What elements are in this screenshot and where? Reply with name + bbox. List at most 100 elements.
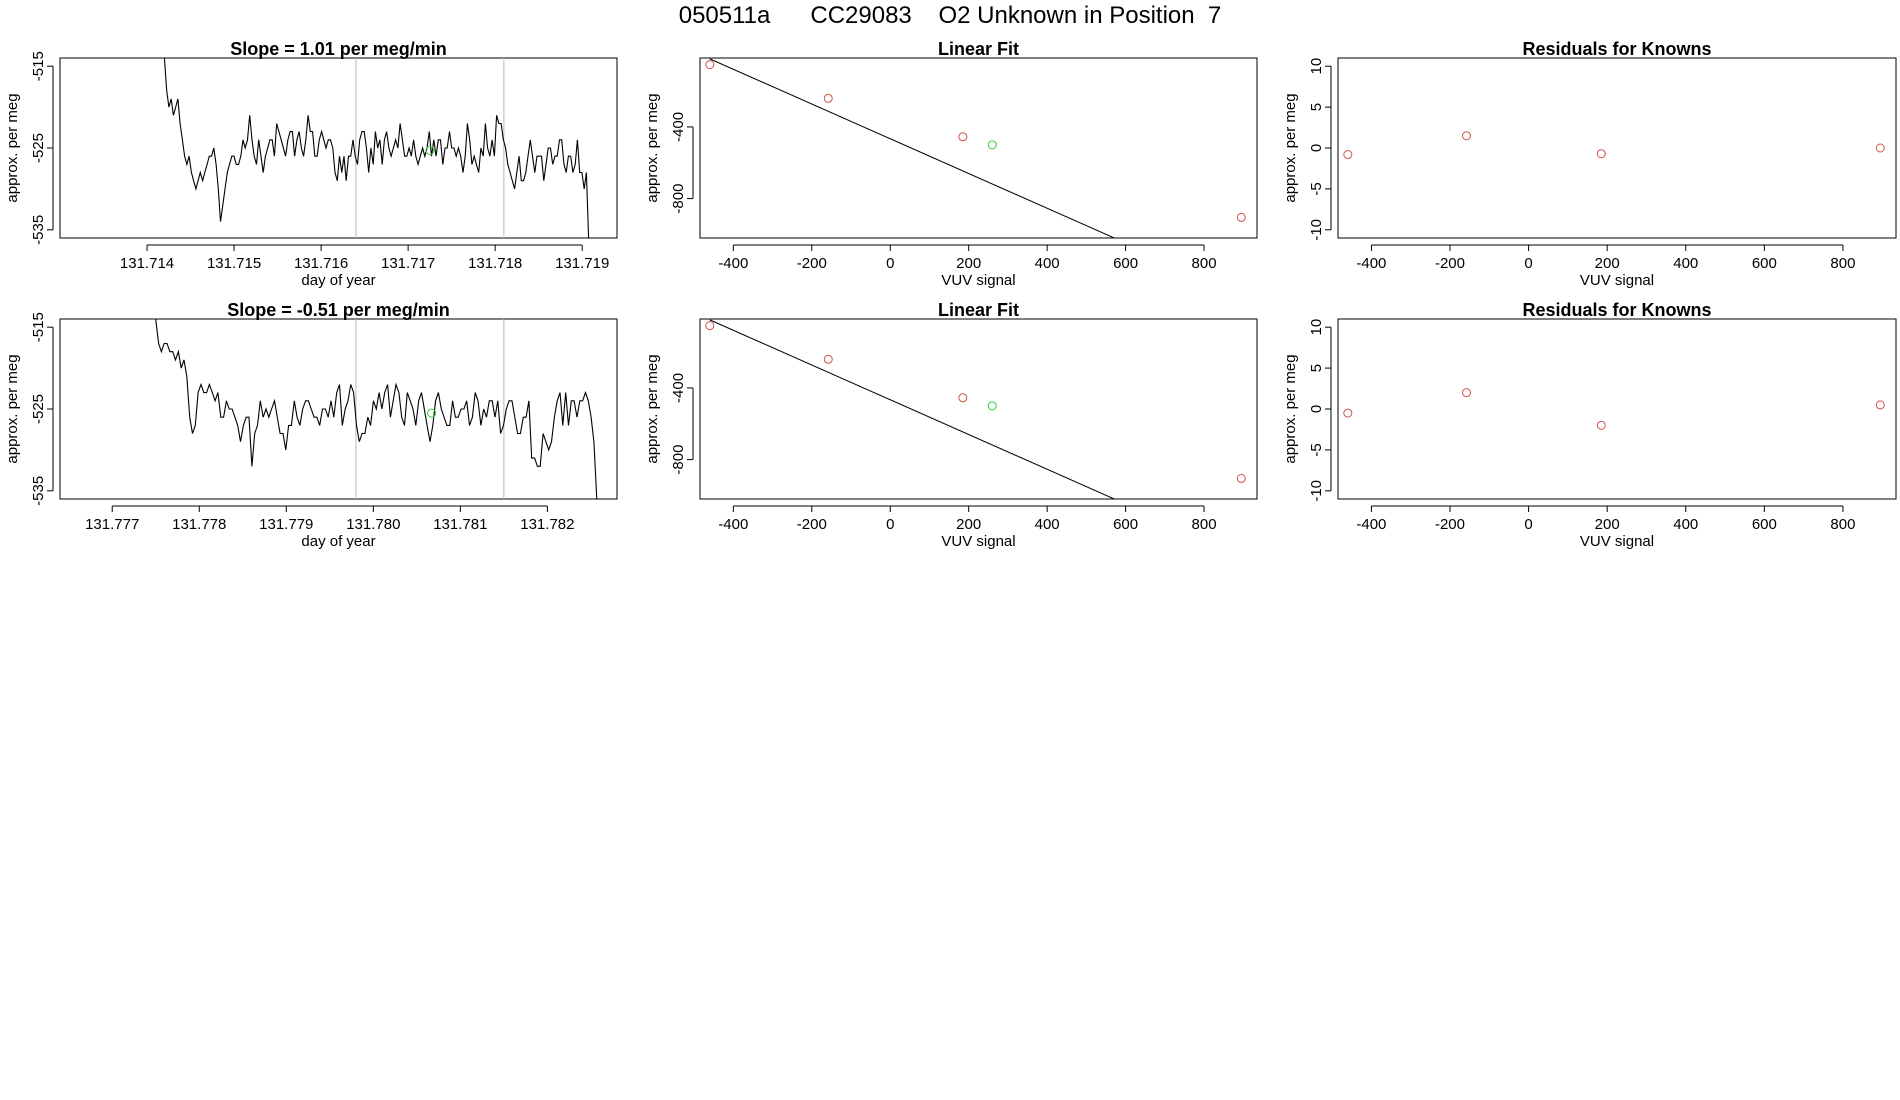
chart-title: Slope = -0.51 per meg/min [227,300,450,320]
y-tick-label: -800 [670,445,687,475]
x-tick-label: 400 [1673,516,1698,533]
x-tick-label: 200 [1595,516,1620,533]
plot-area [705,58,1246,238]
known-point [958,393,968,403]
x-tick-label: 131.779 [259,516,313,533]
y-axis-label: approx. per meg [1282,93,1299,202]
y-tick-label: 0 [1308,405,1325,413]
known-point [1236,473,1246,483]
x-tick-label: 0 [886,516,894,533]
y-axis-label: approx. per meg [644,93,661,202]
x-tick-label: 800 [1192,255,1217,272]
known-point [1596,420,1606,430]
chart-title: Linear Fit [938,39,1019,59]
x-tick-label: 200 [956,516,981,533]
x-tick-label: -200 [797,516,827,533]
y-axis-label: approx. per meg [4,93,21,202]
unknown-point-marker [427,408,437,418]
y-axis-label: approx. per meg [1282,354,1299,463]
y-tick-label: -525 [30,394,47,424]
y-tick-label: 5 [1308,364,1325,372]
known-point [823,93,833,103]
x-tick-label: -200 [1435,516,1465,533]
x-axis-label: day of year [301,533,375,550]
x-tick-label: -200 [1435,255,1465,272]
x-tick-label: 0 [1524,516,1532,533]
x-tick-label: 0 [886,255,894,272]
x-tick-label: 131.715 [207,255,261,272]
known-point [1596,149,1606,159]
plot-frame [1337,318,1897,500]
x-tick-label: -400 [1356,255,1386,272]
x-tick-label: -400 [718,255,748,272]
known-point [705,321,715,331]
x-axis-label: VUV signal [1580,533,1654,550]
y-tick-label: -800 [670,184,687,214]
chart-title: Residuals for Knowns [1522,39,1711,59]
y-axis-label: approx. per meg [644,354,661,463]
chart-title: Linear Fit [938,300,1019,320]
x-tick-label: 0 [1524,255,1532,272]
x-tick-label: 131.717 [381,255,435,272]
x-tick-label: 600 [1113,255,1138,272]
chart-panel: Linear Fit -400 -200 0 200 400 600 800 VUV signa… [644,39,1258,289]
x-tick-label: 400 [1673,255,1698,272]
y-tick-label: 10 [1308,58,1325,75]
x-axis-label: VUV signal [941,533,1015,550]
data-series-line [155,319,598,499]
known-point [823,354,833,364]
plot-area [1343,388,1885,430]
chart-panel: Slope = -0.51 per meg/min 131.777 131.778 1… [4,300,618,550]
chart-panel: Slope = 1.01 per meg/min 131.714 131.715 13… [4,39,618,289]
x-tick-label: -200 [797,255,827,272]
chart-panel: Residuals for Knowns -400 -200 0 200 400 600 80… [1282,300,1897,550]
known-point [705,60,715,70]
plot-frame [1337,57,1897,239]
y-axis-label: approx. per meg [4,354,21,463]
plot-area [705,319,1246,499]
plot-frame [699,57,1258,239]
x-tick-label: 131.780 [346,516,400,533]
fit-line [709,58,1116,238]
x-tick-label: 800 [1830,516,1855,533]
x-tick-label: 600 [1752,255,1777,272]
x-tick-label: 131.719 [555,255,609,272]
known-point [1236,212,1246,222]
chart-title: Slope = 1.01 per meg/min [230,39,447,59]
y-tick-label: -5 [1308,443,1325,456]
x-axis-label: VUV signal [1580,272,1654,289]
known-point [1875,400,1885,410]
known-point [1875,143,1885,153]
known-point [958,132,968,142]
x-tick-label: 200 [956,255,981,272]
x-tick-label: 600 [1113,516,1138,533]
plot-area [1343,131,1885,160]
fit-line [709,319,1116,499]
x-tick-label: 131.778 [172,516,226,533]
known-point [1461,388,1471,398]
x-tick-label: 131.781 [433,516,487,533]
y-tick-label: -10 [1308,219,1325,241]
plot-frame [699,318,1258,500]
plot-frame [59,318,618,500]
x-tick-label: 800 [1830,255,1855,272]
x-tick-label: 800 [1192,516,1217,533]
unknown-point [987,401,997,411]
plot-area [155,319,598,499]
y-tick-label: -515 [30,312,47,342]
x-tick-label: -400 [1356,516,1386,533]
x-tick-label: 131.718 [468,255,522,272]
chart-panel: Residuals for Knowns -400 -200 0 200 400 600 80… [1282,39,1897,289]
y-tick-label: 5 [1308,103,1325,111]
x-tick-label: 131.782 [520,516,574,533]
known-point [1461,131,1471,141]
x-tick-label: 131.716 [294,255,348,272]
x-axis-label: VUV signal [941,272,1015,289]
x-tick-label: -400 [718,516,748,533]
unknown-point [987,140,997,150]
y-tick-label: -535 [30,215,47,245]
known-point [1343,408,1353,418]
y-tick-label: -5 [1308,182,1325,195]
plot-area [163,58,590,238]
